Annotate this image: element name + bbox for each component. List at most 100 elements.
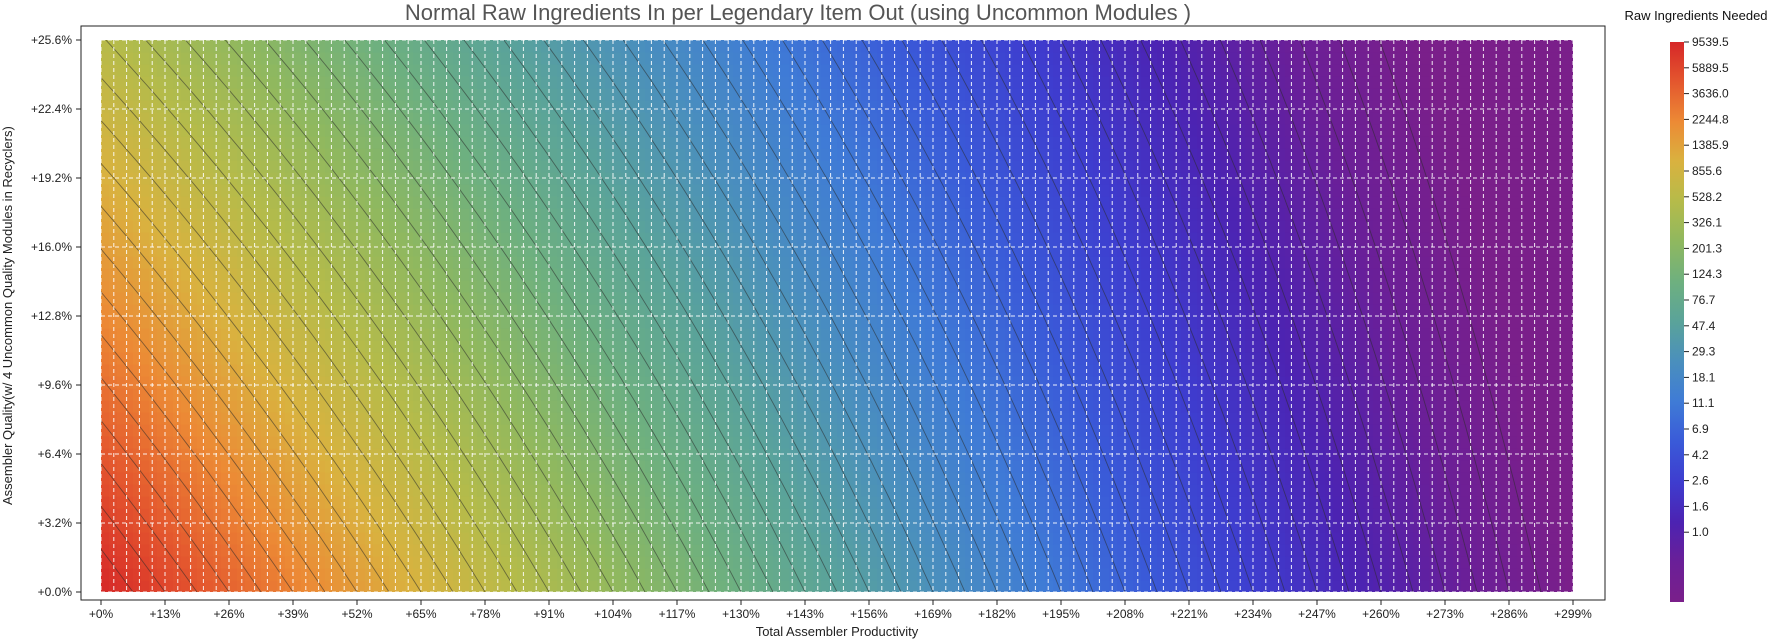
heatmap-cell [549,268,558,281]
heatmap-cell [893,316,902,329]
heatmap-cell [541,268,550,281]
heatmap-cell [1565,568,1573,581]
heatmap-cell [1461,568,1470,581]
heatmap-cell [341,376,350,389]
heatmap-cell [1341,568,1350,581]
heatmap-cell [1213,436,1222,449]
heatmap-cell [1493,340,1502,353]
heatmap-cell [997,292,1006,305]
heatmap-cell [1061,352,1070,365]
heatmap-cell [1229,376,1238,389]
heatmap-cell [237,256,246,269]
heatmap-cell [1125,448,1134,461]
heatmap-cell [133,364,142,377]
heatmap-cell [1565,400,1573,413]
heatmap-cell [357,460,366,473]
heatmap-cell [1261,508,1270,521]
heatmap-cell [1101,544,1110,557]
heatmap-cell [213,364,222,377]
heatmap-cell [365,304,374,317]
heatmap-cell [365,376,374,389]
heatmap-cell [885,316,894,329]
heatmap-cell [245,376,254,389]
heatmap-cell [1117,568,1126,581]
heatmap-cell [869,388,878,401]
heatmap-cell [1533,352,1542,365]
heatmap-cell [1525,460,1534,473]
heatmap-cell [157,256,166,269]
heatmap-cell [1157,316,1166,329]
heatmap-cell [1213,268,1222,281]
heatmap-cell [813,304,822,317]
heatmap-cell [1125,316,1134,329]
heatmap-cell [1533,412,1542,425]
heatmap-cell [885,304,894,317]
heatmap-cell [1021,340,1030,353]
heatmap-cell [829,340,838,353]
heatmap-cell [501,316,510,329]
heatmap-cell [677,580,686,592]
heatmap-cell [1253,316,1262,329]
heatmap-cell [893,268,902,281]
heatmap-cell [381,568,390,581]
heatmap-cell [285,268,294,281]
heatmap-cell [133,388,142,401]
heatmap-cell [517,352,526,365]
heatmap-cell [565,544,574,557]
heatmap-cell [605,556,614,569]
heatmap-cell [965,544,974,557]
heatmap-cell [1317,568,1326,581]
heatmap-cell [925,484,934,497]
heatmap-cell [725,364,734,377]
heatmap-cell [989,268,998,281]
heatmap-cell [1541,496,1550,509]
heatmap-cell [1325,508,1334,521]
heatmap-cell [309,340,318,353]
heatmap-cell [789,448,798,461]
heatmap-cell [1229,424,1238,437]
heatmap-cell [901,376,910,389]
heatmap-cell [1117,496,1126,509]
heatmap-cell [333,532,342,545]
heatmap-cell [1117,340,1126,353]
heatmap-cell [1149,280,1158,293]
heatmap-cell [701,520,710,533]
heatmap-cell [517,364,526,377]
heatmap-cell [629,544,638,557]
heatmap-cell [1373,412,1382,425]
heatmap-cell [509,424,518,437]
heatmap-cell [533,268,542,281]
heatmap-cell [1565,304,1573,317]
heatmap-cell [141,532,150,545]
heatmap-cell [149,400,158,413]
heatmap-cell [861,568,870,581]
heatmap-cell [1525,280,1534,293]
heatmap-cell [1405,328,1414,341]
heatmap-cell [909,580,918,592]
heatmap-cell [117,436,126,449]
heatmap-cell [397,292,406,305]
heatmap-cell [1293,496,1302,509]
heatmap-cell [357,412,366,425]
heatmap-cell [1269,340,1278,353]
heatmap-cell [1557,496,1566,509]
heatmap-cell [1341,508,1350,521]
heatmap-cell [1477,364,1486,377]
heatmap-cell [181,376,190,389]
heatmap-cell [421,268,430,281]
heatmap-cell [1173,496,1182,509]
heatmap-cell [157,400,166,413]
heatmap-cell [1229,304,1238,317]
heatmap-cell [789,424,798,437]
heatmap-cell [773,448,782,461]
heatmap-cell [461,364,470,377]
heatmap-cell [1117,400,1126,413]
heatmap-cell [621,544,630,557]
heatmap-cell [245,436,254,449]
heatmap-cell [1293,412,1302,425]
heatmap-cell [213,268,222,281]
heatmap-cell [1277,400,1286,413]
heatmap-cell [109,460,118,473]
heatmap-cell [261,316,270,329]
heatmap-cell [533,496,542,509]
